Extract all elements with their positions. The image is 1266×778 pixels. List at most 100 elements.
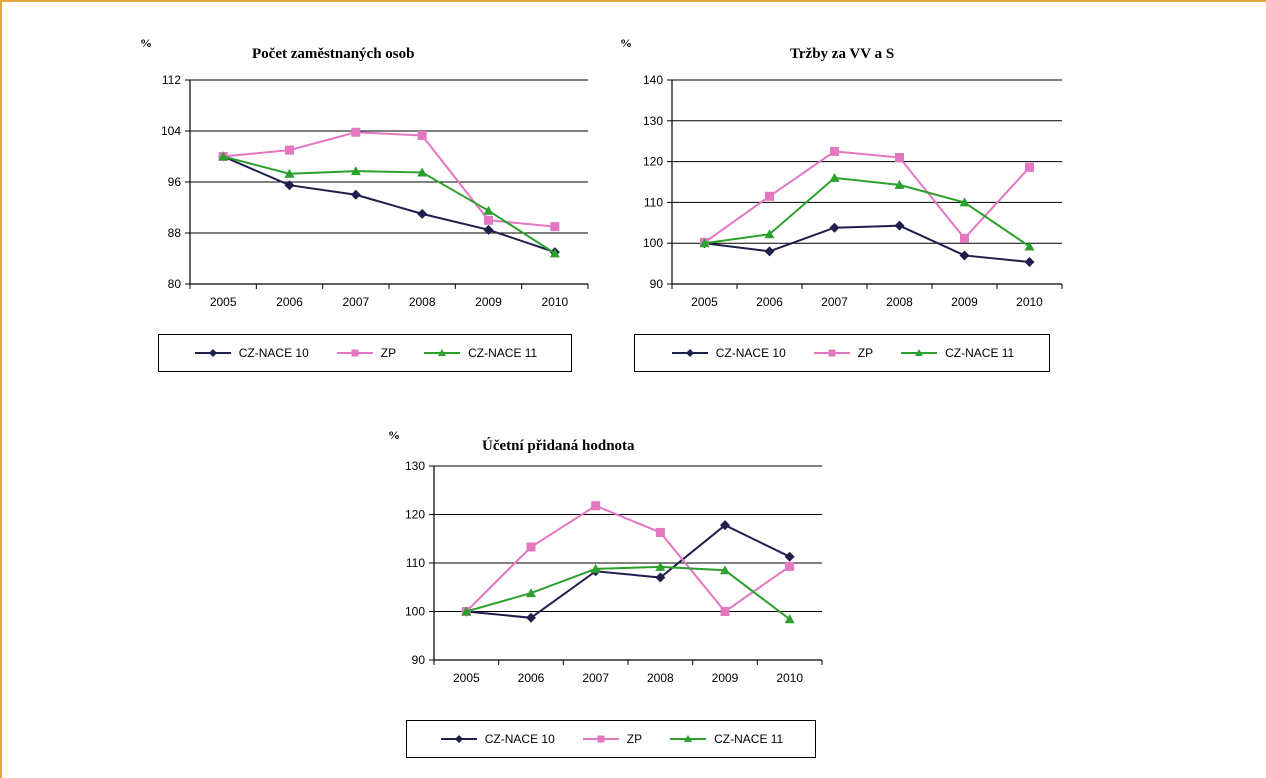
y-tick-label: 80 [168,277,182,291]
chart-trzby-za-vv-a-s: % Tržby za VV a S 90 100 110 120 130 140 2005 2… [620,34,1080,379]
data-point-zp [895,153,904,163]
data-point-zp [1025,162,1034,172]
data-point-zp [830,146,839,156]
chart-plot: 90 100 110 120 130 140 2005 2006 2007 2008 2009 201… [643,73,1063,309]
data-point-cz-nace-10 [764,246,775,257]
legend-marker-square-icon [351,349,359,357]
series-line-cz-nace-11 [704,176,1031,248]
series-line-cz-nace-11 [222,155,556,255]
data-point-cz-nace-11 [764,229,775,239]
x-tick-label: 2006 [518,671,545,685]
data-point-cz-nace-10 [720,520,730,531]
x-tick-label: 2007 [342,295,369,309]
x-tick-label: 2008 [409,295,436,309]
legend-swatch [440,735,477,743]
x-tick-label: 2010 [541,295,568,309]
chart-plot: 80 88 96 104 112 2005 2006 2007 2008 2009 2010 [161,73,589,309]
data-point-cz-nace-10 [417,208,428,219]
x-tick-label: 2005 [453,671,480,685]
legend-item-cz-nace-11: CZ-NACE 11 [668,732,783,746]
x-tick-label: 2007 [821,295,848,309]
x-tick-label: 2008 [647,671,674,685]
x-tick-label: 2009 [712,671,739,685]
chart-legend: CZ-NACE 10 ZP CZ-NACE 11 [158,334,572,372]
legend-item-zp: ZP [812,346,873,360]
x-tick-label: 2005 [691,295,718,309]
legend-label: ZP [857,346,874,360]
x-tick-label: 2010 [776,671,803,685]
data-point-cz-nace-10 [350,189,361,200]
unit-label: % [140,36,152,50]
x-tick-label: 2010 [1016,295,1043,309]
chart-ucetni-pridana-hodnota: % Účetní přidaná hodnota 90 100 110 120 130 2… [382,428,842,773]
legend-label: CZ-NACE 11 [945,346,1015,360]
x-tick-label: 2005 [210,295,237,309]
y-tick-label: 110 [406,556,425,570]
data-point-cz-nace-10 [526,612,536,623]
data-point-cz-nace-11 [549,248,560,258]
series-line-zp [465,504,791,613]
data-point-cz-nace-11 [699,238,710,248]
y-tick-label: 96 [168,175,182,189]
data-point-cz-nace-10 [894,220,905,231]
series-line-zp [703,150,1031,244]
data-point-cz-nace-11 [829,172,840,182]
legend-swatch [813,349,850,357]
legend-item-zp: ZP [335,346,396,360]
legend-marker-triangle-icon [684,735,693,742]
legend-marker-diamond-icon [454,735,463,743]
legend-marker-diamond-icon [208,349,217,357]
y-tick-label: 100 [643,236,663,250]
y-tick-label: 112 [162,73,181,87]
legend-swatch [901,349,938,356]
chart-legend: CZ-NACE 10 ZP CZ-NACE 11 [406,720,816,758]
y-tick-label: 120 [405,508,425,522]
y-tick-label: 104 [161,124,181,138]
data-point-zp [526,542,536,552]
data-point-cz-nace-10 [483,224,494,235]
legend-swatch [671,349,708,357]
data-point-cz-nace-11 [461,606,472,616]
chart-plot: 90 100 110 120 130 2005 2006 2007 2008 2009 2010 [405,459,823,685]
legend-swatch [424,349,461,356]
legend-item-zp: ZP [581,732,642,746]
y-tick-label: 90 [650,277,664,291]
data-point-cz-nace-10 [655,572,666,583]
legend-item-cz-nace-11: CZ-NACE 11 [422,346,537,360]
y-tick-label: 130 [643,114,663,128]
data-point-zp [591,501,601,511]
x-tick-label: 2009 [475,295,502,309]
x-tick-label: 2007 [582,671,609,685]
data-point-zp [351,127,361,137]
data-point-zp [960,233,969,243]
data-point-zp [484,215,493,225]
chart-title: Tržby za VV a S [790,46,895,62]
y-tick-label: 130 [405,459,425,473]
legend-item-cz-nace-10: CZ-NACE 10 [439,732,555,746]
series-line-cz-nace-10 [222,155,556,254]
data-point-zp [285,145,294,155]
y-tick-label: 110 [644,195,663,209]
legend-marker-diamond-icon [685,349,694,357]
series-line-cz-nace-10 [704,224,1030,263]
data-point-cz-nace-10 [784,551,795,562]
series-line-zp [223,131,555,228]
legend-swatch [582,735,619,743]
unit-label: % [620,36,632,50]
chart-legend: CZ-NACE 10 ZP CZ-NACE 11 [634,334,1050,372]
data-point-cz-nace-10 [829,222,840,233]
data-point-cz-nace-11 [720,565,730,575]
x-tick-label: 2008 [886,295,913,309]
data-point-cz-nace-11 [959,197,970,207]
y-tick-label: 100 [405,605,425,619]
legend-label: CZ-NACE 10 [238,346,309,360]
chart-title: Účetní přidaná hodnota [482,438,635,454]
data-point-cz-nace-11 [284,168,295,178]
chart-pocet-zamestnanych-osob: % Počet zaměstnaných osob 80 88 96 104 112 20… [140,34,600,379]
data-point-cz-nace-10 [284,180,295,191]
unit-label: % [388,428,400,442]
data-point-cz-nace-11 [526,588,536,598]
legend-marker-triangle-icon [915,349,924,356]
legend-label: ZP [380,346,397,360]
legend-swatch [670,735,707,742]
